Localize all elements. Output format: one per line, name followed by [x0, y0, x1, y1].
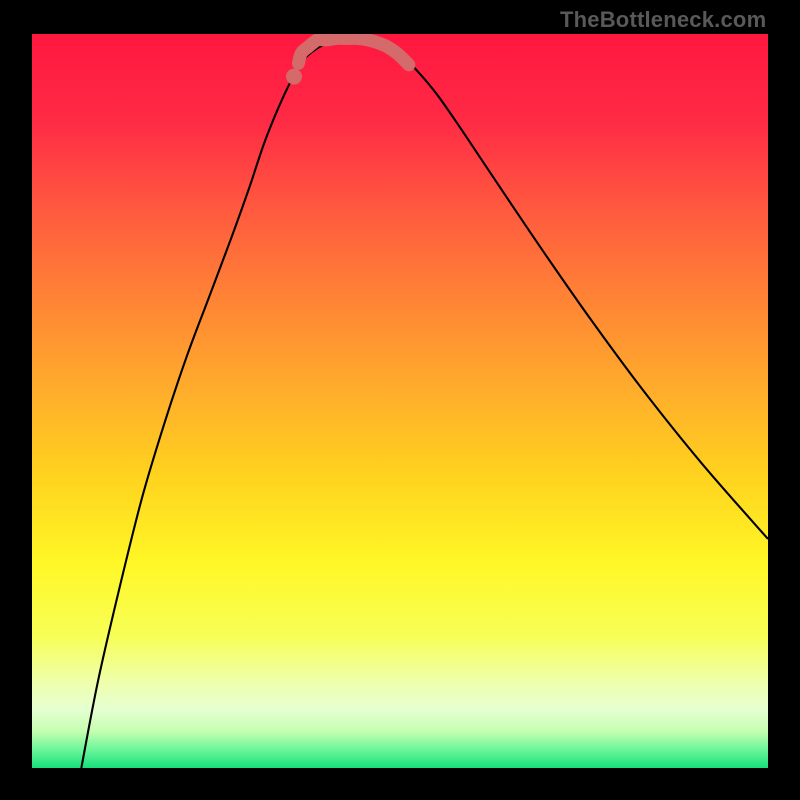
bottleneck-chart	[0, 0, 800, 800]
watermark-text: TheBottleneck.com	[560, 7, 766, 33]
plot-background	[32, 34, 768, 768]
